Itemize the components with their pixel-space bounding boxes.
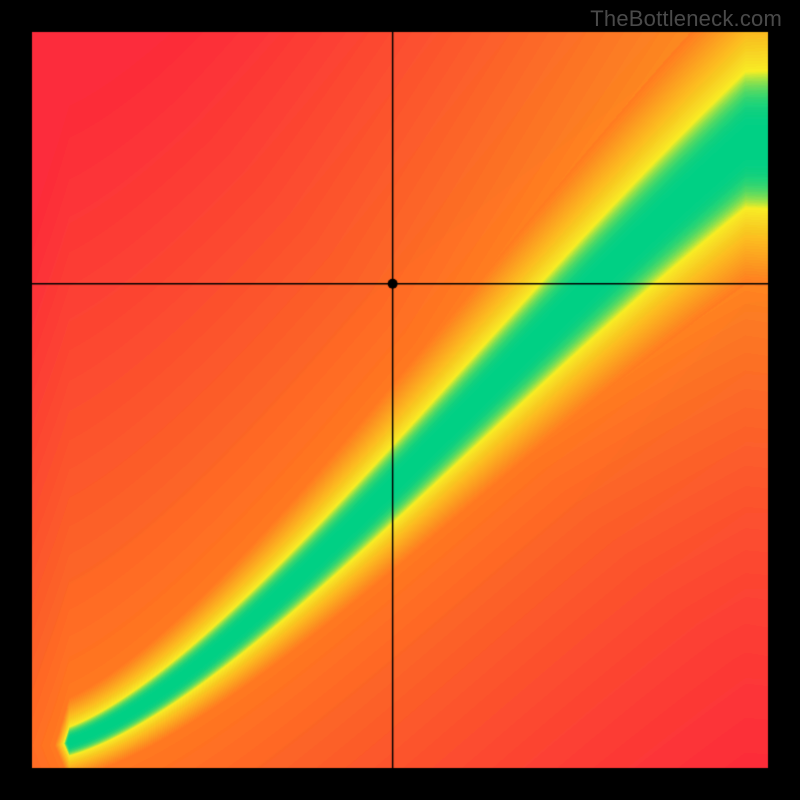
heatmap-canvas bbox=[0, 0, 800, 800]
watermark-text: TheBottleneck.com bbox=[590, 6, 782, 32]
chart-container: TheBottleneck.com bbox=[0, 0, 800, 800]
